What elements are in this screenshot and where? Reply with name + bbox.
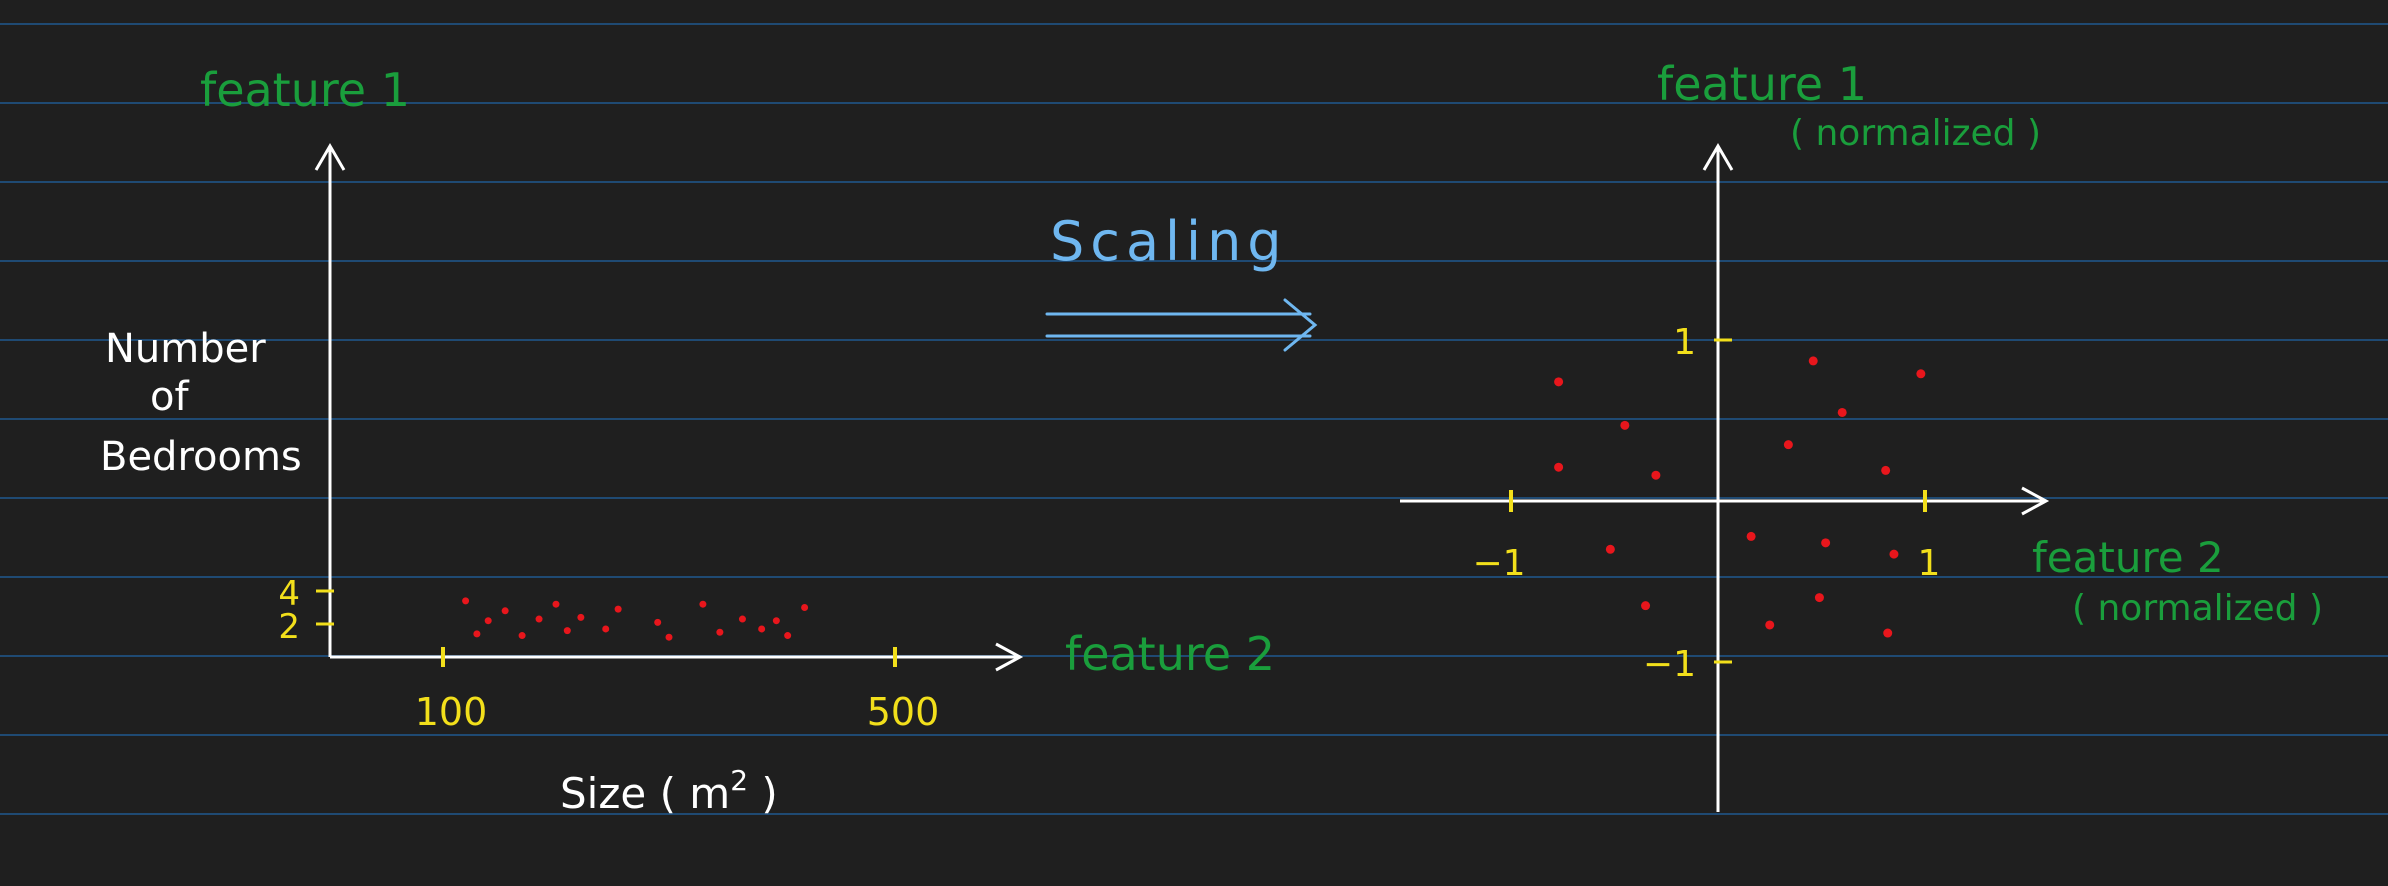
right-axes — [1400, 143, 2050, 812]
right-data-point — [1746, 531, 1756, 541]
left-y-tick-label: 4 — [278, 574, 300, 614]
left-ticks: 100 500 24 — [278, 574, 939, 734]
left-axes — [314, 143, 1024, 672]
right-ticks: −1 1 1 −1 — [1472, 322, 1940, 685]
left-data-point — [462, 597, 470, 605]
right-data-point — [1605, 544, 1615, 554]
right-data-point — [1881, 465, 1891, 475]
right-data-point — [1765, 620, 1775, 630]
left-x-axis-name: feature 2 — [1065, 627, 1275, 681]
left-data-point — [614, 605, 622, 613]
left-x-axis-arrowhead — [995, 642, 1024, 672]
left-x-label-sup: 2 — [730, 764, 748, 797]
left-data-point — [801, 604, 809, 611]
left-data-point — [699, 600, 707, 608]
right-x-axis-arrowhead — [2021, 486, 2050, 516]
left-y-tick-label: 2 — [278, 607, 300, 647]
scaling-arrow — [1045, 298, 1318, 352]
left-data-point — [535, 615, 543, 623]
right-x-tick-label: −1 — [1472, 543, 1525, 584]
left-data-point — [654, 618, 662, 626]
right-data-point — [1837, 407, 1847, 417]
left-data-point — [716, 628, 724, 636]
right-x-tick-label: 1 — [1918, 543, 1941, 584]
left-data-point — [577, 613, 585, 621]
left-y-axis-name: feature 1 — [200, 63, 410, 117]
right-data-point — [1814, 593, 1824, 603]
right-y-axis-arrowhead — [1702, 143, 1734, 171]
right-x-axis-name: feature 2 — [2032, 533, 2224, 582]
left-data-point — [473, 630, 481, 638]
left-x-label-main: Size ( m — [560, 769, 730, 818]
right-scatter-chart: feature 1 ( normalized ) −1 1 1 −1 feature … — [1400, 57, 2323, 812]
right-data-point — [1808, 356, 1818, 366]
right-data-point — [1916, 369, 1926, 379]
right-y-axis-sub: ( normalized ) — [1790, 113, 2041, 154]
left-data-point — [784, 632, 792, 640]
left-y-label-line-2: of — [150, 374, 189, 420]
left-data-point — [738, 615, 746, 623]
right-data-point — [1783, 440, 1793, 450]
right-data-point — [1641, 601, 1651, 611]
scaling-label: Scaling — [1050, 210, 1288, 273]
scaling-transition: Scaling — [1045, 210, 1318, 352]
right-data-point — [1821, 538, 1831, 548]
right-data-point — [1620, 420, 1630, 430]
right-data-point — [1883, 628, 1893, 638]
right-data-point — [1889, 549, 1899, 559]
left-data-point — [484, 617, 492, 625]
left-data-point — [563, 627, 571, 635]
left-y-axis-arrowhead — [314, 143, 346, 171]
left-x-label-close: ) — [748, 769, 778, 818]
left-data-point — [665, 633, 673, 641]
right-data-point — [1651, 470, 1661, 480]
right-data-point — [1554, 377, 1564, 387]
left-data-point — [772, 617, 780, 625]
left-x-tick-label: 100 — [415, 690, 488, 734]
left-data-points — [462, 597, 809, 641]
right-data-points — [1554, 356, 1926, 638]
left-data-point — [552, 600, 560, 608]
left-y-label-line-3: Bedrooms — [100, 434, 302, 480]
left-data-point — [758, 625, 766, 633]
left-x-tick-label: 500 — [867, 690, 940, 734]
left-x-label: Size ( m2 ) — [560, 764, 778, 818]
right-y-axis-name: feature 1 — [1657, 57, 1867, 111]
left-data-point — [602, 625, 610, 633]
scaling-arrow-head — [1283, 298, 1318, 352]
left-y-label: Number of Bedrooms — [100, 326, 302, 480]
left-data-point — [501, 607, 509, 615]
right-y-tick-label: 1 — [1673, 322, 1696, 363]
left-y-label-line-1: Number — [105, 326, 266, 372]
right-x-axis-sub: ( normalized ) — [2072, 588, 2323, 629]
right-y-tick-label: −1 — [1643, 644, 1696, 685]
right-data-point — [1554, 462, 1564, 472]
ruled-lines — [0, 23, 2388, 815]
left-data-point — [518, 632, 526, 640]
